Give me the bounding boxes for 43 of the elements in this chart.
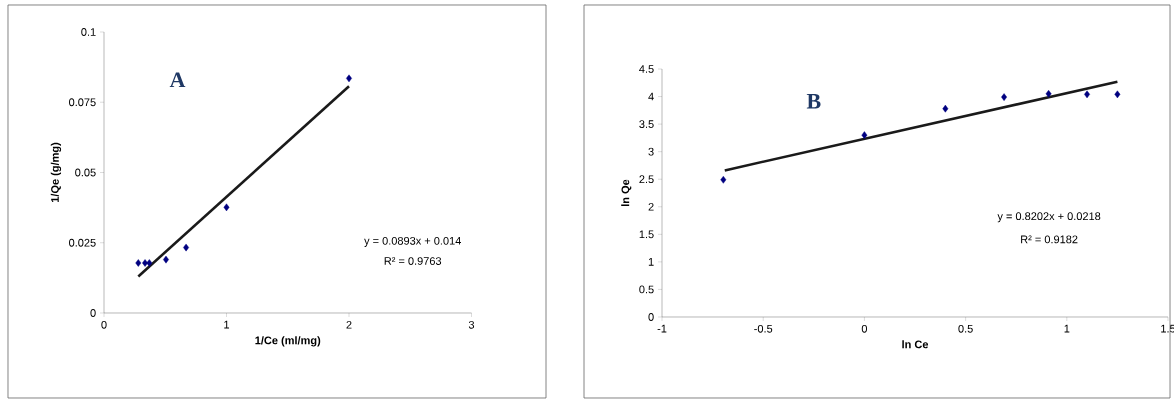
y-tick-label: 3 [648, 147, 654, 156]
x-axis-title: 1/Ce (ml/mg) [255, 336, 321, 347]
annotation: y = 0.8202x + 0.0218 [997, 212, 1101, 223]
x-tick-label: 0 [101, 320, 107, 329]
x-tick-label: -0.5 [754, 324, 773, 333]
x-tick-label: 1 [1064, 324, 1070, 333]
point [1045, 90, 1052, 98]
point [942, 104, 949, 113]
y-tick-label: 0 [90, 309, 96, 317]
y-tick-label: 4 [648, 92, 654, 101]
y-axis-title: ln Qe [621, 179, 632, 206]
x-tick-label: 3 [468, 320, 475, 329]
point [1001, 93, 1007, 101]
annotation: R² = 0.9763 [384, 257, 442, 265]
x-axis-title: ln Ce [902, 340, 929, 349]
y-tick-label: 0.075 [69, 98, 96, 107]
text: A [169, 72, 186, 88]
annotation: y = 0.0893x + 0.014 [364, 236, 461, 247]
y-tick-label: 0.1 [81, 28, 96, 36]
y-tick-label: 0 [648, 313, 654, 321]
point [146, 259, 153, 267]
y-tick-label: 1 [648, 258, 654, 266]
y-axis-title: 1/Qe (g/mg) [50, 142, 62, 203]
y-tick-label: 1.5 [639, 230, 654, 239]
point [861, 131, 868, 139]
x-tick-label: 2 [346, 320, 352, 329]
y-tick-label: 3.5 [639, 120, 654, 129]
x-tick-label: -1 [657, 324, 667, 333]
x-tick-label: 0.5 [958, 324, 973, 333]
point [720, 175, 727, 184]
annotation: R² = 0.9182 [1021, 235, 1078, 244]
y-tick-label: 4.5 [639, 65, 654, 73]
y-tick-label: 0.05 [75, 168, 96, 177]
text: B [806, 94, 821, 109]
y-tick-label: 0.025 [69, 238, 96, 247]
point [223, 203, 230, 212]
point [1114, 90, 1121, 99]
y-tick-label: 0.5 [639, 285, 654, 294]
x-tick-label: 0 [861, 324, 868, 333]
y-tick-label: 2.5 [639, 175, 654, 184]
point [135, 259, 142, 267]
y-tick-label: 2 [648, 202, 654, 211]
x-tick-label: 1 [224, 320, 230, 329]
